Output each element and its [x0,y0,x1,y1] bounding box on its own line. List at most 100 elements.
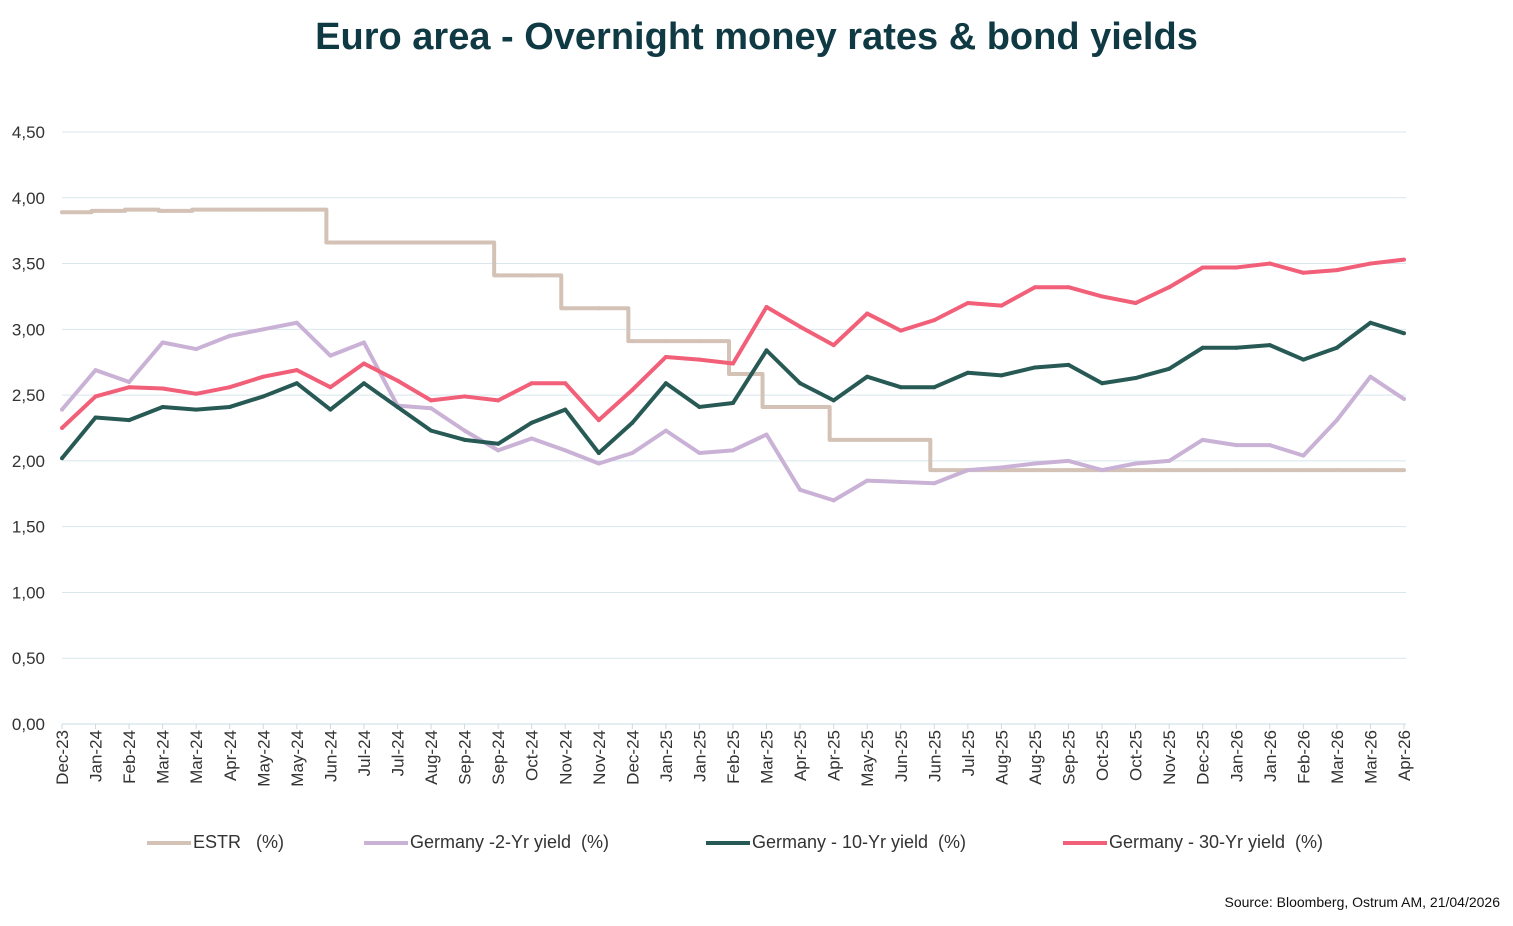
data-point [227,404,232,409]
data-point [1133,468,1138,473]
y-tick-label: 2,50 [12,386,45,405]
data-point [1234,468,1239,473]
data-point [361,340,366,345]
legend-label: Germany - 10-Yr yield (%) [752,832,967,852]
x-tick-label: Mar-24 [187,730,206,784]
data-point [596,461,601,466]
data-point [194,347,199,352]
data-point [663,381,668,386]
y-tick-label: 1,50 [12,518,45,537]
x-tick-label: Dec-24 [623,730,642,785]
x-tick-label: Aug-25 [992,730,1011,785]
data-point [1402,257,1406,262]
x-tick-label: Dec-23 [53,730,72,785]
data-point [328,353,333,358]
data-point [529,420,534,425]
data-point [764,432,769,437]
x-tick-label: Jun-24 [321,730,340,782]
data-point [462,394,467,399]
data-point [764,304,769,309]
data-point [395,404,400,409]
data-point [328,407,333,412]
data-point [60,426,64,430]
legend-label: ESTR (%) [193,832,285,852]
data-point [697,404,702,409]
series-line-0 [62,207,1404,473]
data-point [731,372,735,377]
data-point [462,437,467,442]
data-point [1368,320,1373,325]
data-point [596,450,601,455]
data-point [898,385,903,390]
data-point [194,391,199,396]
data-point [1334,418,1339,423]
data-point [1368,374,1373,379]
data-point [294,381,299,386]
data-point [1100,468,1105,473]
data-point [798,324,803,329]
legend-item: Germany - 10-Yr yield (%) [706,832,966,853]
data-point [93,368,98,373]
data-point [663,339,668,344]
data-point [865,437,870,442]
x-tick-label: Apr-25 [825,730,844,781]
x-tick-label: Mar-24 [154,730,173,784]
x-tick-label: May-25 [858,730,877,787]
legend-swatch [706,840,750,845]
data-point [1368,468,1373,473]
data-point [898,437,903,442]
data-point [1167,458,1172,463]
data-point [261,327,266,332]
data-point [932,318,937,323]
x-tick-label: Jan-24 [87,730,106,782]
legend-swatch [1063,840,1107,845]
data-point [1402,331,1406,336]
data-point [294,368,299,373]
data-point [1267,343,1272,348]
data-point [932,468,937,473]
data-point [127,379,132,384]
x-tick-label: Jul-24 [355,730,374,776]
data-point [127,418,132,423]
data-point [731,448,735,453]
data-point [1200,437,1205,442]
data-point [1133,376,1138,381]
data-point [932,481,937,486]
x-tick-label: Jan-26 [1261,730,1280,782]
data-point [127,385,132,390]
x-tick-label: Nov-25 [1160,730,1179,785]
data-point [496,441,501,446]
data-point [563,306,568,311]
data-point [294,207,299,212]
legend: ESTR (%) Germany -2-Yr yield (%) Germany -… [0,832,1513,856]
data-point [965,370,970,375]
data-point [261,374,266,379]
x-tick-label: Dec-25 [1194,730,1213,785]
data-point [697,357,702,362]
data-point [1032,365,1037,370]
data-point [1334,345,1339,350]
data-point [60,407,64,412]
data-point [1301,453,1306,458]
data-point [898,479,903,484]
data-point [496,398,501,403]
data-point [1334,268,1339,273]
source-note: Source: Bloomberg, Ostrum AM, 21/04/2026 [1224,894,1500,910]
data-point [194,207,199,212]
data-point [127,207,132,212]
data-point [1368,261,1373,266]
data-point [596,306,601,311]
data-point [1200,345,1205,350]
legend-item: ESTR (%) [147,832,284,853]
data-point [1301,468,1306,473]
data-point [93,415,98,420]
data-point [1334,468,1339,473]
data-point [831,398,836,403]
y-tick-label: 1,00 [12,583,45,602]
data-point [630,450,635,455]
data-point [1267,468,1272,473]
data-point [1234,443,1239,448]
data-point [361,240,366,245]
y-tick-label: 0,00 [12,715,45,734]
